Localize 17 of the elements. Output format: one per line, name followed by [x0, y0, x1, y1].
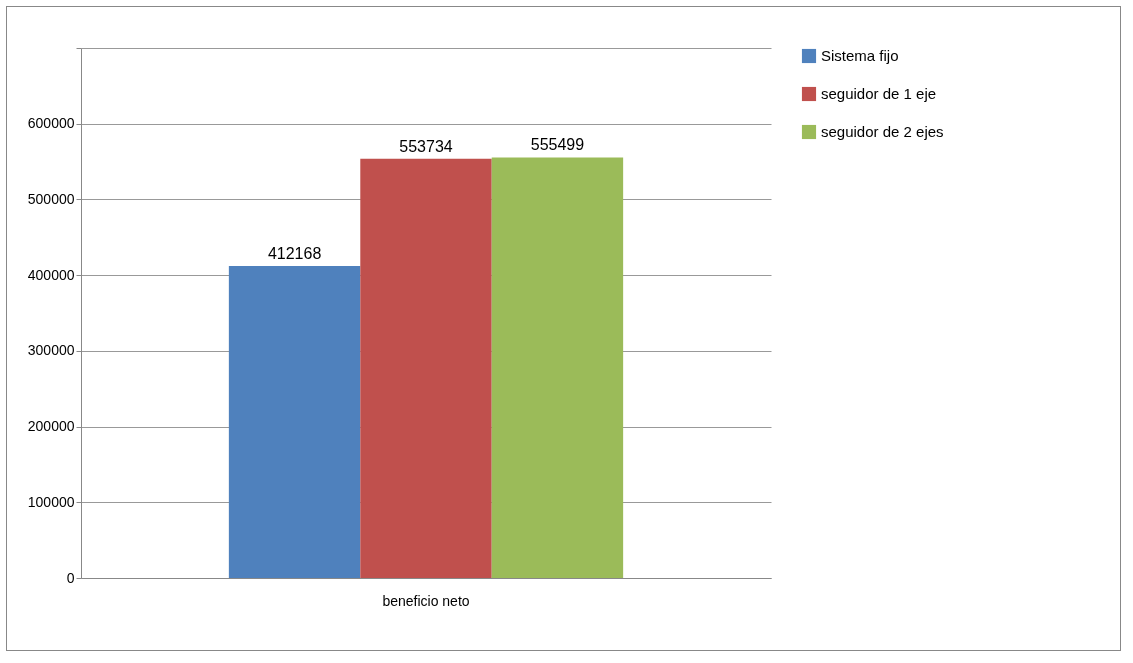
- y-tick-label: 400000: [27, 266, 75, 283]
- data-label: 412168: [267, 244, 322, 262]
- legend-label: seguidor de 1 eje: [821, 85, 937, 102]
- data-label: 555499: [530, 136, 585, 154]
- x-tick-label: beneficio neto: [382, 592, 470, 609]
- legend-label: Sistema fijo: [821, 47, 899, 64]
- bar: [360, 158, 492, 578]
- data-label: 553734: [399, 137, 453, 155]
- bar: [228, 265, 361, 578]
- legend-label: seguidor de 2 ejes: [821, 123, 944, 140]
- y-tick-label: 100000: [27, 493, 75, 510]
- y-tick-label: 200000: [27, 418, 75, 435]
- y-tick-label: 500000: [27, 190, 75, 207]
- bar: [491, 157, 624, 578]
- y-tick-label: 0: [66, 569, 75, 586]
- y-tick-label: 300000: [27, 342, 75, 359]
- y-tick-label: 600000: [27, 115, 75, 132]
